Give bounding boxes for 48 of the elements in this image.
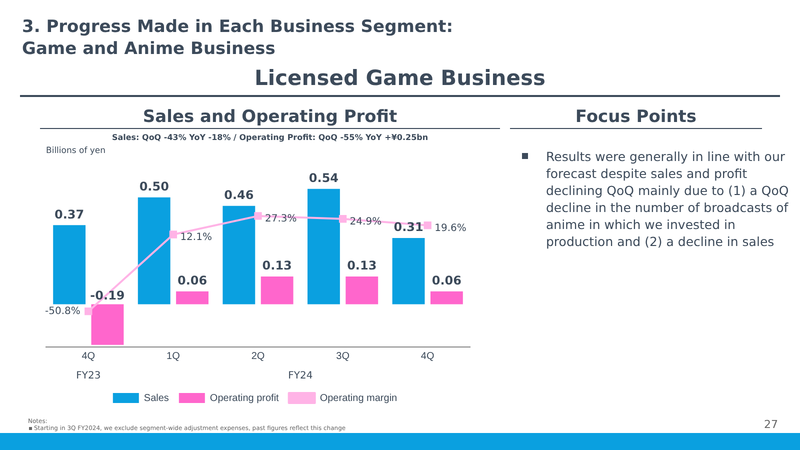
bar (91, 304, 124, 345)
bar (260, 276, 294, 304)
x-tick-label: 4Q (82, 350, 96, 362)
text: 27 (764, 418, 778, 431)
point (254, 212, 262, 220)
text: 3. Progress Made in Each Business Segment: Game and Anime Business (22, 16, 454, 60)
data-label: 0.54 (308, 170, 339, 185)
data-label: 24.9% (350, 216, 382, 228)
bar (176, 291, 208, 304)
bar (222, 206, 256, 304)
data-label: 0.46 (224, 188, 254, 202)
data-label: 19.6% (434, 222, 466, 234)
data-label: 0.50 (139, 180, 169, 194)
text: Focus Points (510, 107, 762, 129)
data-label: -0.19 (90, 288, 125, 302)
x-tick-label: 2Q (251, 350, 265, 362)
chart-subtitle: Sales: QoQ -43% YoY -18% / Operating Profit: QoQ -55% YoY +¥0.25bn (110, 133, 430, 142)
point (84, 308, 92, 316)
data-label: 27.3% (265, 214, 297, 225)
bar (392, 238, 425, 304)
data-label: -50.8% (45, 306, 80, 317)
bar (430, 291, 463, 304)
data-label: 0.13 (347, 258, 377, 273)
bar (308, 188, 340, 304)
data-label: 0.31 (394, 220, 424, 234)
x-tick-label: 3Q (336, 350, 350, 362)
x-tick-label: 4Q (420, 350, 434, 362)
point (338, 215, 347, 223)
bar (346, 276, 378, 304)
legend-label: Operating profit (210, 392, 280, 404)
y-axis-title: Billions of yen (46, 146, 106, 156)
data-label: 0.13 (262, 258, 292, 273)
chart-title: Sales and Operating Profit (40, 107, 500, 129)
bar (138, 197, 170, 304)
legend-label: Operating margin (320, 392, 398, 404)
text: Licensed Game Business (254, 66, 546, 90)
data-label: 12.1% (180, 232, 212, 244)
bar (53, 225, 86, 304)
text: FY24 (288, 370, 313, 382)
x-tick-label: 1Q (166, 350, 180, 362)
data-label: 0.06 (177, 274, 208, 288)
legend-label: Sales (144, 392, 169, 404)
data-label: 0.37 (54, 207, 84, 222)
text: Results were generally in line with our forecast despite sales and profit declining QoQ mainly due to (1) a QoQ decline in the number of broadcasts of anime in which we invested in production and (2) a decline in sales (545, 148, 790, 250)
point (169, 230, 178, 238)
text: FY23 (76, 370, 101, 382)
data-label: 0.06 (432, 274, 462, 288)
point (424, 222, 432, 230)
